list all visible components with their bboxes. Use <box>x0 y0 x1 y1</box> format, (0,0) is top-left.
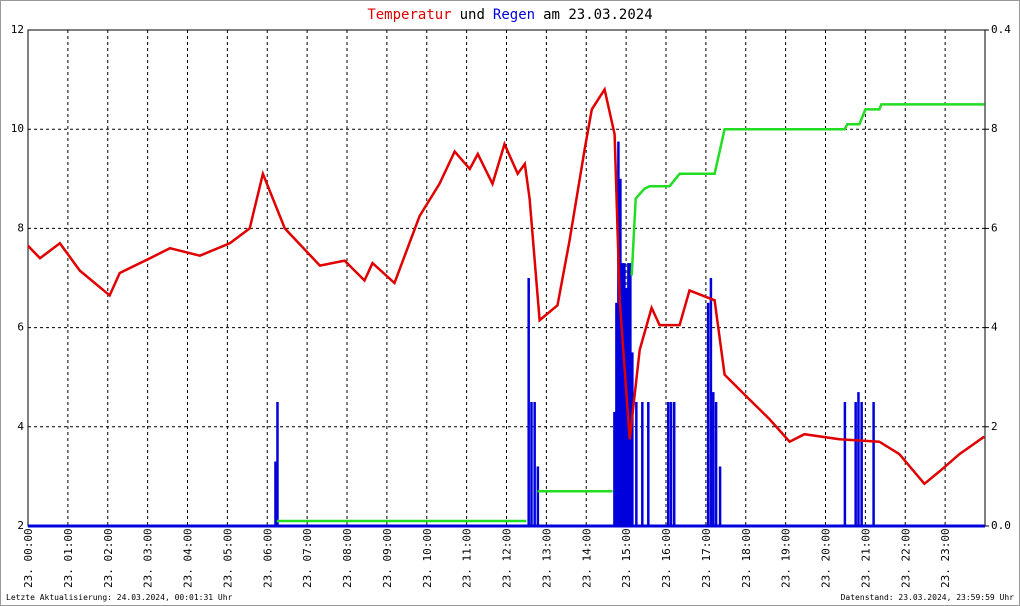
y-tick-label: 12 <box>11 23 24 36</box>
bar <box>613 411 616 526</box>
y-tick-label: 8 <box>17 221 24 234</box>
x-tick-label: 23. 06:00 <box>261 528 274 588</box>
x-tick-label: 23. 10:00 <box>421 528 434 588</box>
footer-left: Letzte Aktualisierung: 24.03.2024, 00:01… <box>6 593 233 602</box>
bar <box>641 402 644 526</box>
bar <box>669 402 673 526</box>
bar <box>274 461 277 526</box>
x-tick-label: 23. 11:00 <box>461 528 474 588</box>
x-tick-label: 23. 08:00 <box>341 528 354 588</box>
bar <box>623 263 626 526</box>
bar <box>615 302 618 526</box>
bar <box>536 466 540 526</box>
bar <box>276 402 279 526</box>
y-tick-label: 4 <box>17 420 24 433</box>
bar <box>672 402 676 526</box>
bar <box>527 278 530 526</box>
x-tick-label: 23. 13:00 <box>540 528 553 588</box>
bar <box>843 402 847 526</box>
bar <box>872 402 875 526</box>
chart-title: Temperatur und Regen am 23.03.2024 <box>367 7 652 23</box>
bar <box>709 278 713 526</box>
x-tick-label: 23. 21:00 <box>859 528 872 588</box>
bar <box>533 402 536 526</box>
x-tick-label: 23. 12:00 <box>501 528 514 588</box>
bar <box>666 402 670 526</box>
bar <box>706 302 710 526</box>
bar <box>530 402 533 526</box>
x-tick-label: 23. 09:00 <box>381 528 394 588</box>
title-part: Regen <box>493 7 535 23</box>
x-tick-label: 23. 07:00 <box>301 528 314 588</box>
x-tick-label: 23. 15:00 <box>620 528 633 588</box>
bar <box>857 392 860 526</box>
bar <box>619 178 622 527</box>
line <box>276 103 985 523</box>
y2-tick-label: 6 <box>991 221 998 234</box>
y-tick-label: 10 <box>11 122 24 135</box>
y2-tick-label: 4 <box>991 321 998 334</box>
x-tick-label: 23. 17:00 <box>700 528 713 588</box>
y-tick-label: 6 <box>17 321 24 334</box>
title-part: und <box>460 7 485 23</box>
y2-tick-label: 2 <box>991 420 998 433</box>
x-tick-label: 23. 02:00 <box>102 528 115 588</box>
x-tick-label: 23. 00:00 <box>22 528 35 588</box>
x-tick-label: 23. 14:00 <box>580 528 593 588</box>
bar <box>635 402 638 526</box>
bar <box>629 263 632 526</box>
x-tick-label: 23. 20:00 <box>820 528 833 588</box>
bar <box>860 402 863 526</box>
line <box>27 86 985 486</box>
y2-tick-label: 8 <box>991 122 998 135</box>
bar <box>714 402 718 526</box>
bar <box>854 402 857 526</box>
footer-right: Datenstand: 23.03.2024, 23:59:59 Uhr <box>841 593 1015 602</box>
bar <box>718 466 722 526</box>
y2-tick-label: 0.0 <box>991 519 1011 532</box>
x-tick-label: 23. 22:00 <box>899 528 912 588</box>
x-tick-label: 23. 19:00 <box>780 528 793 588</box>
bar <box>617 141 620 526</box>
x-tick-label: 23. 05:00 <box>221 528 234 588</box>
y-tick-label: 2 <box>17 519 24 532</box>
x-tick-label: 23. 04:00 <box>182 528 195 588</box>
title-part: am 23.03.2024 <box>543 7 653 23</box>
bar <box>631 352 634 526</box>
bar <box>712 392 715 526</box>
x-tick-label: 23. 18:00 <box>740 528 753 588</box>
title-part: Temperatur <box>367 7 451 23</box>
x-tick-label: 23. 01:00 <box>62 528 75 588</box>
x-tick-label: 23. 23:00 <box>939 528 952 588</box>
bar <box>647 402 650 526</box>
bar <box>627 263 630 526</box>
x-tick-label: 23. 03:00 <box>142 528 155 588</box>
y2-tick-label: 0.4 <box>991 23 1011 36</box>
bar <box>621 263 624 526</box>
x-tick-label: 23. 16:00 <box>660 528 673 588</box>
